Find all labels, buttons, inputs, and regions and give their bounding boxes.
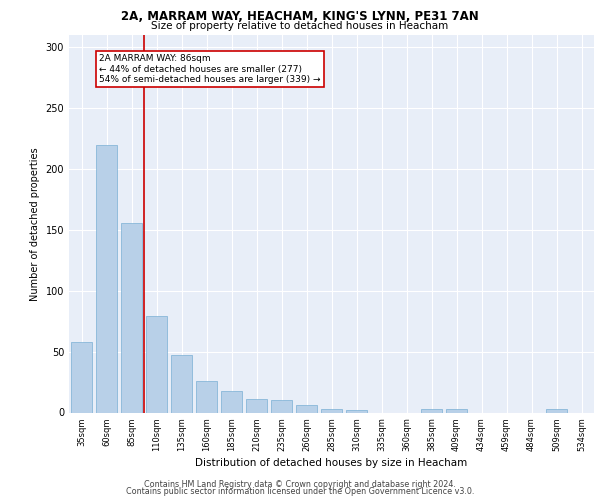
Bar: [121, 222, 142, 412]
Bar: [446, 409, 467, 412]
Bar: [271, 400, 292, 412]
Bar: [196, 381, 217, 412]
Y-axis label: Number of detached properties: Number of detached properties: [30, 147, 40, 300]
Text: Contains HM Land Registry data © Crown copyright and database right 2024.: Contains HM Land Registry data © Crown c…: [144, 480, 456, 489]
Bar: [346, 410, 367, 412]
Bar: [96, 144, 117, 412]
X-axis label: Distribution of detached houses by size in Heacham: Distribution of detached houses by size …: [196, 458, 467, 468]
Text: Size of property relative to detached houses in Heacham: Size of property relative to detached ho…: [151, 21, 449, 31]
Text: 2A, MARRAM WAY, HEACHAM, KING'S LYNN, PE31 7AN: 2A, MARRAM WAY, HEACHAM, KING'S LYNN, PE…: [121, 10, 479, 23]
Bar: [546, 409, 567, 412]
Bar: [71, 342, 92, 412]
Bar: [221, 390, 242, 412]
Text: 2A MARRAM WAY: 86sqm
← 44% of detached houses are smaller (277)
54% of semi-deta: 2A MARRAM WAY: 86sqm ← 44% of detached h…: [99, 54, 320, 84]
Bar: [296, 405, 317, 412]
Bar: [146, 316, 167, 412]
Bar: [246, 399, 267, 412]
Bar: [421, 409, 442, 412]
Text: Contains public sector information licensed under the Open Government Licence v3: Contains public sector information licen…: [126, 487, 474, 496]
Bar: [171, 356, 192, 412]
Bar: [321, 409, 342, 412]
